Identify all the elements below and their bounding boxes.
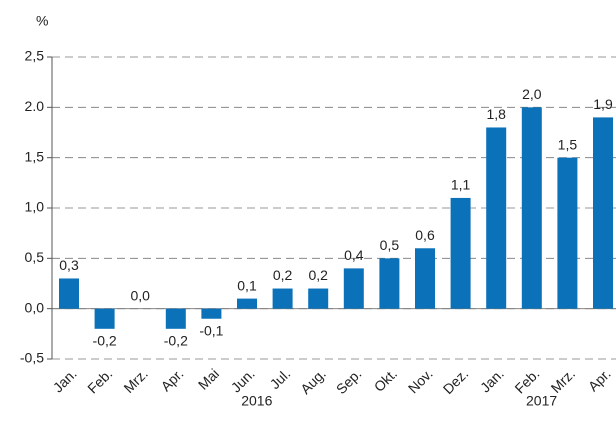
bar — [165, 308, 186, 329]
bar — [379, 258, 400, 309]
y-tick-label: 0,0 — [25, 299, 45, 315]
bar — [521, 107, 542, 309]
x-tick-label: Apr. — [158, 365, 187, 394]
y-tick-label: 2.0 — [25, 98, 45, 114]
x-tick-label: Aug. — [297, 365, 329, 397]
bar — [343, 268, 364, 309]
data-label: 1,9 — [593, 96, 613, 112]
bar — [201, 308, 222, 319]
x-tick-label: Feb. — [84, 365, 115, 396]
bar — [486, 127, 507, 309]
bar — [308, 288, 329, 309]
data-label: 0,6 — [415, 227, 435, 243]
data-label: 0,1 — [237, 277, 257, 293]
data-label: -0,2 — [93, 333, 117, 349]
data-label: 0,5 — [380, 237, 400, 253]
y-tick-label: 2,5 — [25, 48, 45, 64]
x-tick-label: Jun. — [228, 365, 258, 395]
x-tick-label: Sep. — [333, 365, 365, 397]
bar — [94, 308, 115, 329]
bar — [593, 117, 613, 309]
data-label: 1,5 — [558, 136, 578, 152]
x-tick-label: Apr. — [585, 365, 614, 394]
bar — [272, 288, 293, 309]
bar — [237, 298, 257, 309]
bar — [415, 248, 435, 309]
x-tick-label: Mrz. — [120, 365, 151, 396]
bar — [59, 278, 79, 309]
bar — [557, 157, 578, 309]
x-tick-label: Jan. — [50, 365, 80, 395]
y-tick-label: -0,5 — [20, 350, 44, 366]
x-tick-label: Dez. — [440, 365, 472, 397]
data-label: 1,1 — [451, 177, 471, 193]
data-label: -0,1 — [199, 322, 223, 338]
x-tick-label: Okt. — [371, 365, 400, 394]
data-label: 0,2 — [308, 267, 328, 283]
year-label: 2016 — [241, 393, 272, 409]
data-label: 2,0 — [522, 86, 542, 102]
unit-label: % — [36, 13, 48, 29]
y-tick-label: 1,0 — [25, 199, 45, 215]
data-label: 0,2 — [273, 267, 293, 283]
x-tick-label: Jan. — [477, 365, 507, 395]
data-label: 1,8 — [486, 106, 506, 122]
data-label: 0,0 — [130, 287, 150, 303]
x-tick-label: Mrz. — [548, 365, 579, 396]
x-tick-label: Jul. — [267, 365, 294, 392]
y-tick-label: 1,5 — [25, 148, 45, 164]
year-label: 2017 — [526, 393, 557, 409]
x-tick-label: Nov. — [405, 365, 436, 396]
data-label: 0,3 — [59, 257, 79, 273]
y-tick-label: 0,5 — [25, 249, 45, 265]
bar — [450, 197, 471, 309]
x-tick-label: Mai — [195, 365, 222, 392]
data-label: 0,4 — [344, 247, 364, 263]
data-label: -0,2 — [164, 333, 188, 349]
